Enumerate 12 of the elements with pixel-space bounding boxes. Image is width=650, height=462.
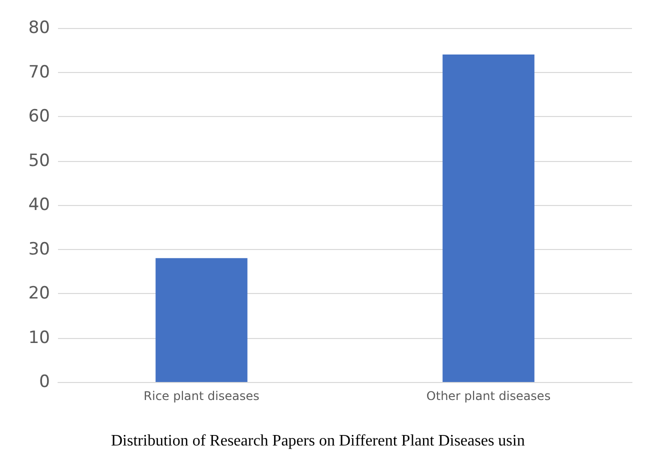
y-tick-label: 20 <box>28 284 50 304</box>
x-tick-label: Rice plant diseases <box>144 389 260 403</box>
text: Distribution of Research Papers on Different Plant Diseases usin <box>111 432 525 450</box>
y-tick-label: 40 <box>28 195 50 215</box>
y-tick-label: 10 <box>28 328 50 348</box>
y-tick-label: 80 <box>28 18 50 38</box>
y-tick-label: 0 <box>39 372 50 392</box>
y-tick-label: 70 <box>28 62 50 82</box>
x-tick-label: Other plant diseases <box>426 389 551 403</box>
y-tick-label: 50 <box>28 150 50 171</box>
y-tick-label: 60 <box>28 106 50 126</box>
y-tick-label: 30 <box>28 239 50 260</box>
